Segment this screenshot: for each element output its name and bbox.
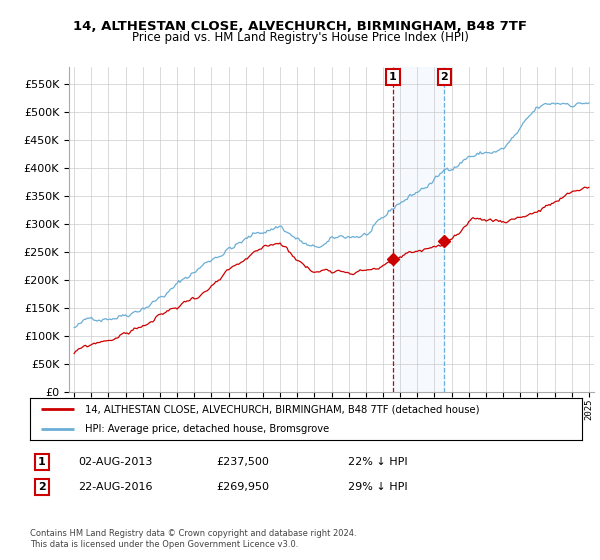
Text: 14, ALTHESTAN CLOSE, ALVECHURCH, BIRMINGHAM, B48 7TF: 14, ALTHESTAN CLOSE, ALVECHURCH, BIRMING… [73, 20, 527, 32]
Text: 2: 2 [440, 72, 448, 82]
Text: 02-AUG-2013: 02-AUG-2013 [78, 457, 152, 467]
Text: 22% ↓ HPI: 22% ↓ HPI [348, 457, 407, 467]
Text: £237,500: £237,500 [216, 457, 269, 467]
Text: £269,950: £269,950 [216, 482, 269, 492]
Text: 22-AUG-2016: 22-AUG-2016 [78, 482, 152, 492]
Text: Contains HM Land Registry data © Crown copyright and database right 2024.
This d: Contains HM Land Registry data © Crown c… [30, 529, 356, 549]
Text: Price paid vs. HM Land Registry's House Price Index (HPI): Price paid vs. HM Land Registry's House … [131, 31, 469, 44]
Text: 29% ↓ HPI: 29% ↓ HPI [348, 482, 407, 492]
Text: 2: 2 [38, 482, 46, 492]
Text: 14, ALTHESTAN CLOSE, ALVECHURCH, BIRMINGHAM, B48 7TF (detached house): 14, ALTHESTAN CLOSE, ALVECHURCH, BIRMING… [85, 404, 480, 414]
Text: 1: 1 [389, 72, 397, 82]
Bar [393, 67, 445, 392]
Text: 1: 1 [38, 457, 46, 467]
Text: HPI: Average price, detached house, Bromsgrove: HPI: Average price, detached house, Brom… [85, 424, 329, 434]
